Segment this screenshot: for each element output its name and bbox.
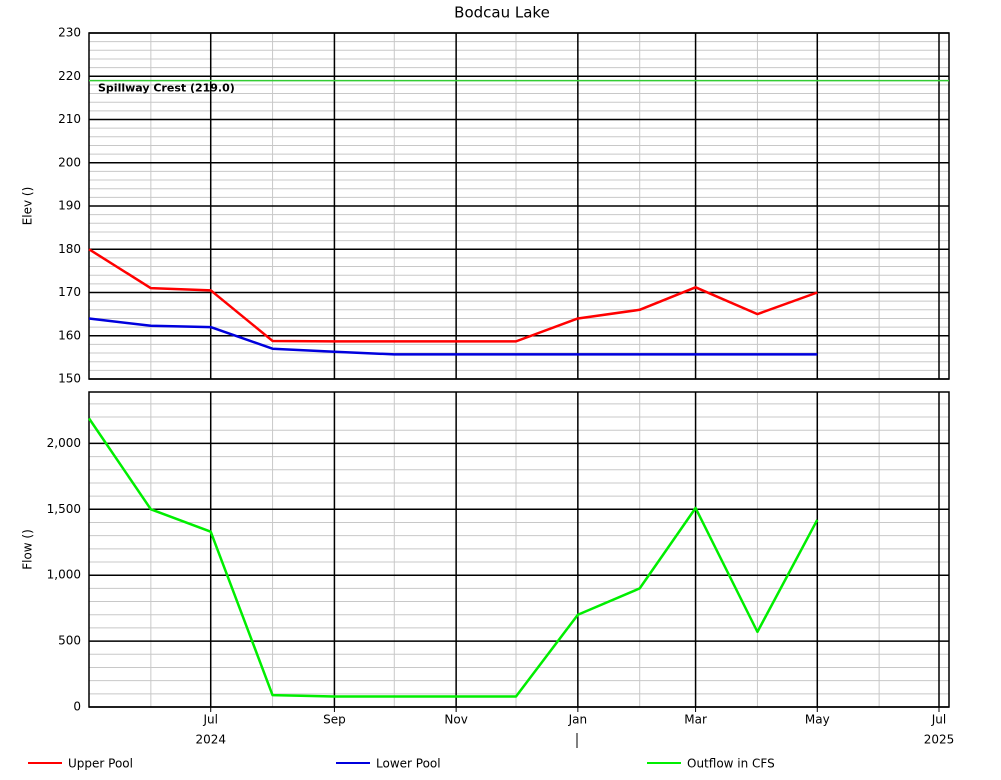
- y-tick-label: 500: [58, 634, 81, 648]
- y-tick-label: 1,500: [47, 502, 81, 516]
- y-tick-label: 220: [58, 69, 81, 83]
- y-tick-label: 200: [58, 155, 81, 169]
- y-tick-label: 0: [73, 700, 81, 714]
- x-tick-label: Sep: [323, 713, 346, 727]
- series-line: [88, 248, 818, 343]
- legend-label: Outflow in CFS: [687, 757, 775, 771]
- y-tick-label: 2,000: [47, 436, 81, 450]
- y-tick-label: 180: [58, 242, 81, 256]
- legend-label: Upper Pool: [68, 757, 133, 771]
- y-tick-label: 150: [58, 372, 81, 386]
- x-tick-label: Mar: [684, 713, 707, 727]
- series-line: [88, 317, 818, 356]
- y-tick-label: 170: [58, 285, 81, 299]
- reference-label: Spillway Crest (219.0): [98, 82, 235, 95]
- year-label: 2024: [195, 733, 226, 747]
- plot-frame: [88, 391, 950, 708]
- chart-title: Bodcau Lake: [454, 4, 550, 22]
- x-tick-label: Nov: [444, 713, 467, 727]
- year-label: 2025: [924, 733, 955, 747]
- y-tick-label: 190: [58, 199, 81, 213]
- x-tick-label: Jan: [568, 713, 588, 727]
- series-line: [87, 417, 819, 698]
- y-axis-label: Elev (): [21, 187, 35, 226]
- legend-label: Lower Pool: [376, 757, 441, 771]
- x-tick-label: Jul: [931, 713, 946, 727]
- y-tick-label: 160: [58, 328, 81, 342]
- y-tick-label: 210: [58, 112, 81, 126]
- plot-frame: [88, 32, 950, 380]
- y-axis-label: Flow (): [21, 529, 35, 570]
- x-tick-label: May: [805, 713, 830, 727]
- x-tick-label: Jul: [202, 713, 217, 727]
- y-tick-label: 230: [58, 26, 81, 40]
- y-tick-label: 1,000: [47, 568, 81, 582]
